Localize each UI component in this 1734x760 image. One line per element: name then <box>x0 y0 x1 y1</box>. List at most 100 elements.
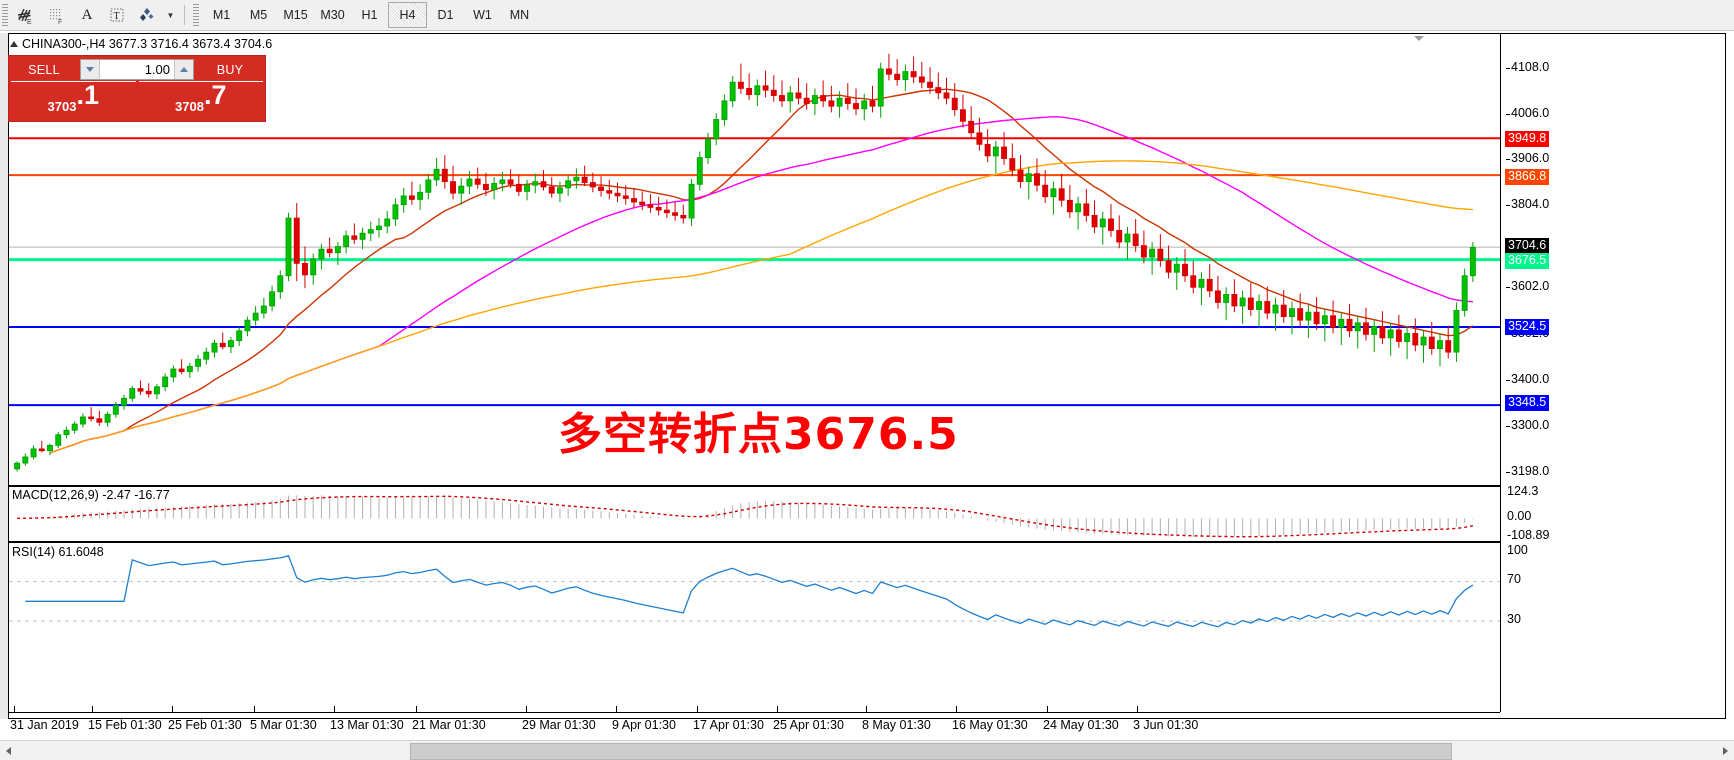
candle-body <box>754 85 761 96</box>
candle-body <box>1428 336 1435 349</box>
time-axis-label: 29 Mar 01:30 <box>522 718 596 732</box>
timeframe-mn[interactable]: MN <box>509 8 530 22</box>
candle-body <box>1214 290 1221 303</box>
objects-dropdown-caret-icon[interactable]: ▼ <box>166 10 175 20</box>
price-tick-label: 3198.0 <box>1506 464 1549 478</box>
candle-body <box>121 397 127 406</box>
scroll-right-arrow-icon[interactable] <box>1717 741 1734 760</box>
volume-input[interactable]: 1.00 <box>144 62 170 77</box>
time-axis-label: 16 May 01:30 <box>952 718 1028 732</box>
candle-body <box>458 185 465 194</box>
time-tick-mark <box>92 706 93 712</box>
candle-body <box>1321 315 1328 325</box>
candle-body <box>1182 263 1188 277</box>
sell-price[interactable]: 3703 .1 <box>11 81 136 119</box>
toolbar-grip[interactable] <box>2 4 8 26</box>
candle-body <box>869 100 876 107</box>
expand-triangle-icon[interactable] <box>10 41 18 47</box>
candle-body <box>1198 278 1205 288</box>
timeframe-m15[interactable]: M15 <box>283 8 308 22</box>
candle-body <box>376 225 382 231</box>
scrollbar-thumb[interactable] <box>410 743 1452 760</box>
price-tick-label: 3400.0 <box>1506 372 1549 386</box>
timeframe-m1[interactable]: M1 <box>212 8 231 22</box>
volume-decrease-button[interactable] <box>81 60 100 79</box>
price-axis-line <box>1500 34 1501 712</box>
price-tag-support-blue-1[interactable]: 3524.5 <box>1505 319 1550 335</box>
rsi-tick-label: 30 <box>1507 612 1521 626</box>
candle-body <box>408 195 415 200</box>
buy-button[interactable]: BUY <box>197 58 263 81</box>
price-tag-resistance-orange[interactable]: 3866.8 <box>1505 169 1550 185</box>
candle-body <box>1272 304 1279 314</box>
timeframe-m30[interactable]: M30 <box>320 8 345 22</box>
indicators-icon[interactable]: E <box>12 2 42 28</box>
candle-body <box>96 418 103 423</box>
price-tag-pivot-green[interactable]: 3676.5 <box>1505 253 1550 269</box>
timeframe-w1[interactable]: W1 <box>473 8 492 22</box>
buy-price[interactable]: 3708 .7 <box>138 81 263 119</box>
horizontal-scrollbar[interactable] <box>0 740 1734 760</box>
price-tag-resistance-red[interactable]: 3949.8 <box>1505 131 1550 147</box>
candle-body <box>844 97 851 104</box>
scroll-left-arrow-icon[interactable] <box>0 741 17 760</box>
text-label-icon[interactable]: A <box>81 6 93 23</box>
candle-body <box>400 195 407 206</box>
candle-body <box>1173 263 1180 273</box>
candle-body <box>482 183 489 191</box>
candle-body <box>1140 245 1147 258</box>
timeframe-grip[interactable] <box>193 4 199 26</box>
text-box-icon[interactable]: T <box>102 2 132 28</box>
candle-body <box>647 204 654 208</box>
time-axis-labels[interactable]: 31 Jan 2019 15 Feb 01:30 25 Feb 01:30 5 Mar… <box>0 716 1734 738</box>
time-tick-mark <box>254 706 255 712</box>
candle-body <box>614 192 621 197</box>
candle-body <box>47 444 53 452</box>
candle-body <box>836 97 843 107</box>
candle-body <box>713 119 720 140</box>
candle-body <box>951 97 958 111</box>
price-tag-last-price[interactable]: 3704.6 <box>1505 238 1550 254</box>
volume-increase-button[interactable] <box>174 60 193 79</box>
candle-body <box>425 179 432 193</box>
candle-body <box>1371 325 1378 335</box>
candle-body <box>252 312 259 321</box>
timeframe-d1[interactable]: D1 <box>437 8 454 22</box>
candle-body <box>573 176 580 182</box>
collapse-arrow-icon[interactable] <box>1414 36 1424 41</box>
objects-icon[interactable] <box>132 2 162 28</box>
candle-body <box>894 73 901 80</box>
candle-body <box>795 92 802 99</box>
timeframe-m5[interactable]: M5 <box>249 8 268 22</box>
price-pane[interactable] <box>9 34 1500 485</box>
price-tag-support-blue-2[interactable]: 3348.5 <box>1505 395 1550 411</box>
price-tick-mark <box>1506 68 1510 69</box>
candle-body <box>1058 188 1065 201</box>
sell-button[interactable]: SELL <box>11 58 77 81</box>
macd-pane[interactable] <box>9 486 1500 541</box>
candle-body <box>680 214 687 219</box>
volume-stepper[interactable]: 1.00 <box>80 59 194 80</box>
candle-body <box>770 89 777 96</box>
candle-body <box>927 81 934 88</box>
candle-body <box>260 305 267 314</box>
rsi-pane[interactable] <box>9 542 1500 712</box>
timeframe-h1[interactable]: H1 <box>361 8 378 22</box>
candle-body <box>491 183 498 191</box>
candle-body <box>1124 233 1131 243</box>
one-click-trading-panel[interactable]: SELL 1.00 BUY 3703 .1 3708 .7 <box>8 55 266 122</box>
timeframe-h4[interactable]: H4 <box>388 2 427 28</box>
candle-body <box>737 81 744 89</box>
price-tick-label: 3804.0 <box>1506 197 1549 211</box>
candle-body <box>943 92 950 99</box>
candle-body <box>302 262 308 276</box>
price-axis-labels[interactable]: 4108.04006.03906.03804.03602.03502.03400… <box>1505 34 1734 712</box>
price-tick-mark <box>1506 472 1510 473</box>
candle-body <box>351 235 358 240</box>
candle-body <box>450 181 456 194</box>
price-tick-label: 4108.0 <box>1506 60 1549 74</box>
candle-body <box>606 190 613 194</box>
price-tick-mark <box>1506 159 1510 160</box>
candle-body <box>1132 233 1139 246</box>
grid-icon[interactable]: F <box>42 2 72 28</box>
